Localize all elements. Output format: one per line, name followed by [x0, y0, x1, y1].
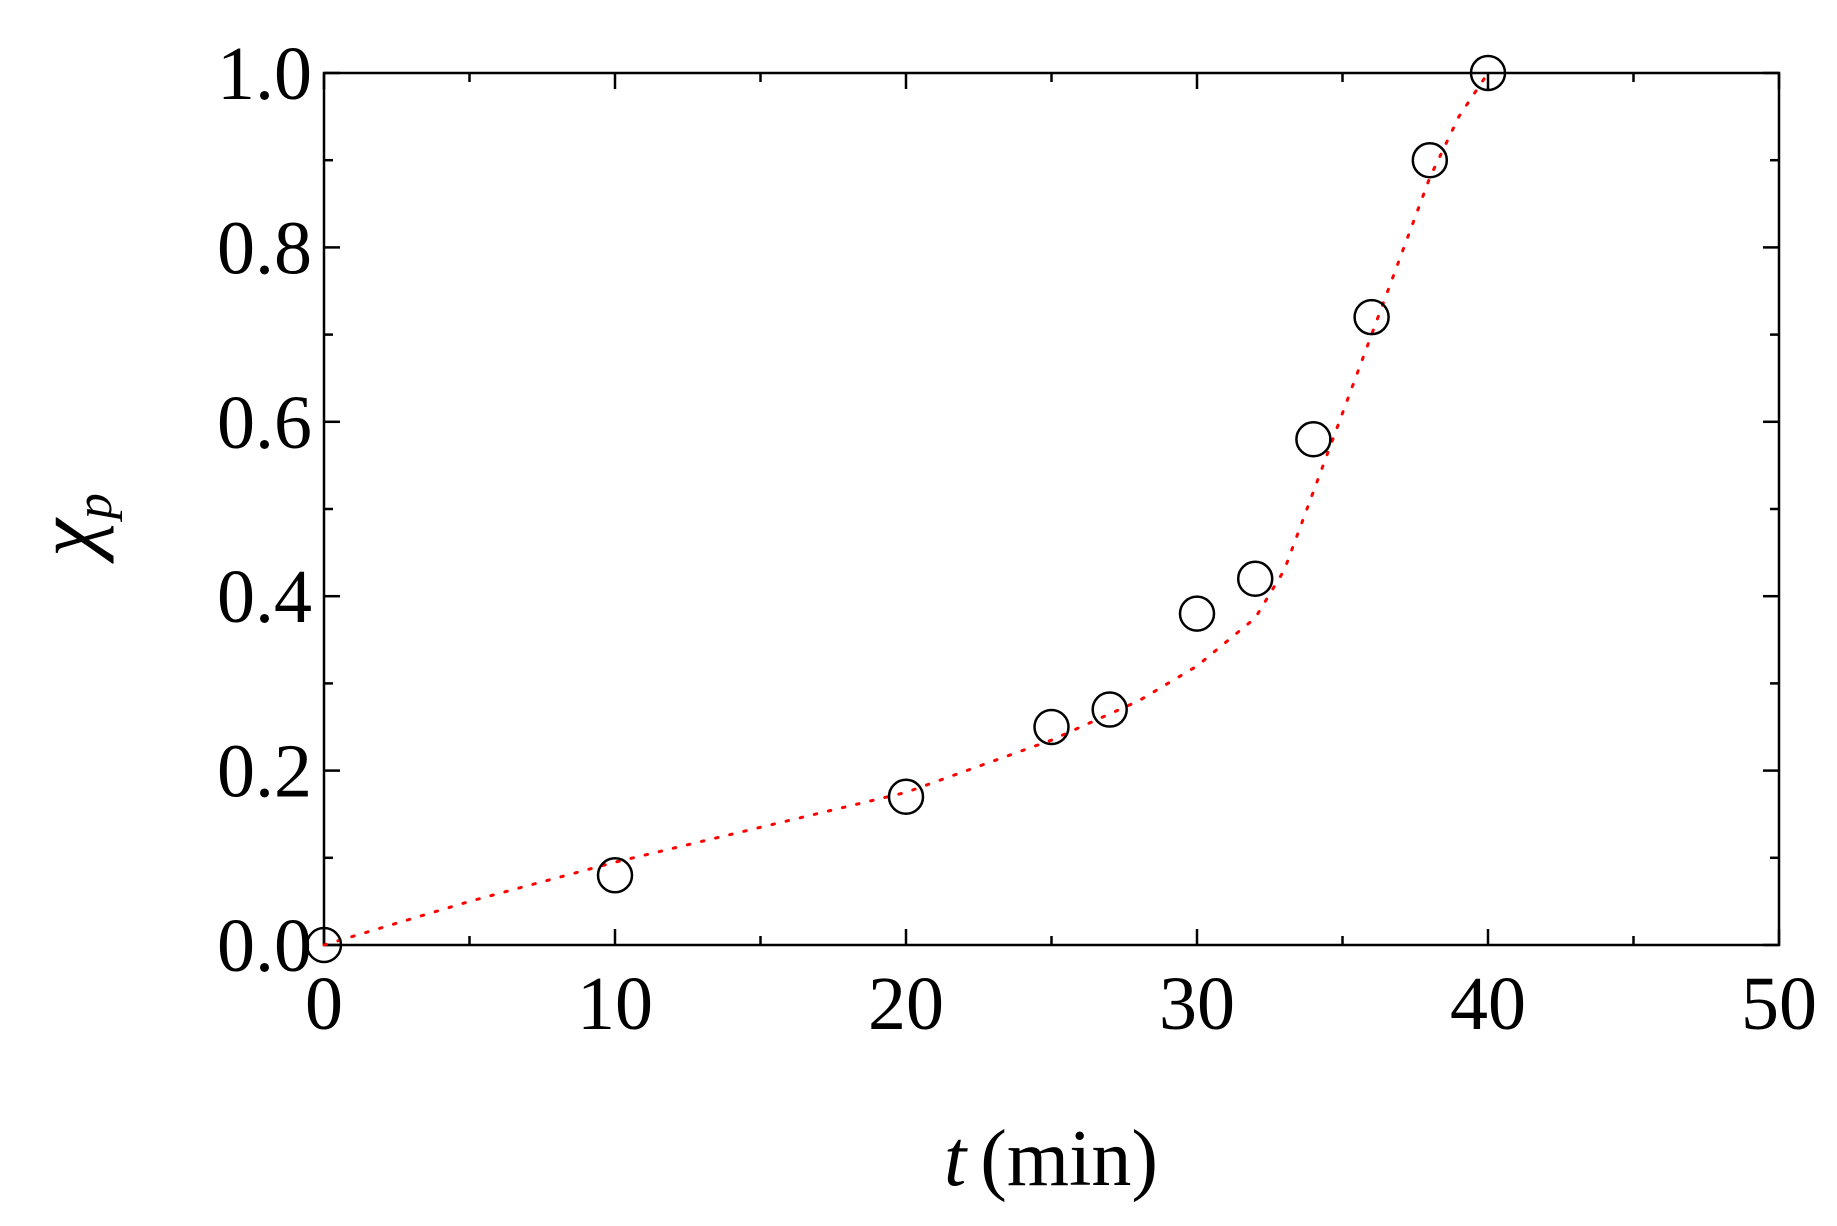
data-point [887, 778, 925, 816]
y-tick-label: 0.0 [217, 904, 312, 988]
data-point [1033, 708, 1070, 746]
data-point [1178, 595, 1216, 632]
y-tick-label: 0.6 [217, 381, 312, 465]
y-tick-label: 0.2 [217, 730, 312, 814]
y-axis-subscript: p [66, 493, 123, 523]
data-point [1469, 54, 1507, 92]
data-point [596, 856, 634, 894]
y-axis-ticks: 0.0 0.2 0.4 0.6 0.8 1.0 [217, 32, 1779, 988]
data-point [1236, 560, 1274, 598]
x-tick-label: 0 [305, 962, 343, 1046]
x-axis-unit: (min) [980, 1115, 1158, 1203]
x-tick-label: 20 [868, 962, 944, 1046]
y-tick-label: 0.4 [217, 555, 312, 639]
x-axis-ticks: 0 10 20 30 40 50 [305, 73, 1817, 1046]
data-points-layer [305, 54, 1507, 964]
data-point [1353, 298, 1390, 336]
x-tick-label: 50 [1741, 962, 1817, 1046]
x-tick-label: 30 [1159, 962, 1235, 1046]
data-point [1411, 141, 1449, 179]
y-axis-symbol: χ [18, 517, 114, 564]
y-tick-label: 0.8 [217, 206, 312, 290]
data-point [305, 926, 343, 964]
plot-frame [322, 71, 1781, 947]
x-tick-label: 40 [1450, 962, 1526, 1046]
data-point [1295, 420, 1332, 458]
y-axis-title: χp [18, 493, 123, 564]
x-axis-symbol: t [944, 1115, 968, 1203]
x-axis-title: t (min) [944, 1115, 1158, 1203]
data-point [1091, 691, 1128, 728]
y-tick-label: 1.0 [217, 32, 312, 116]
x-tick-label: 10 [577, 962, 653, 1046]
